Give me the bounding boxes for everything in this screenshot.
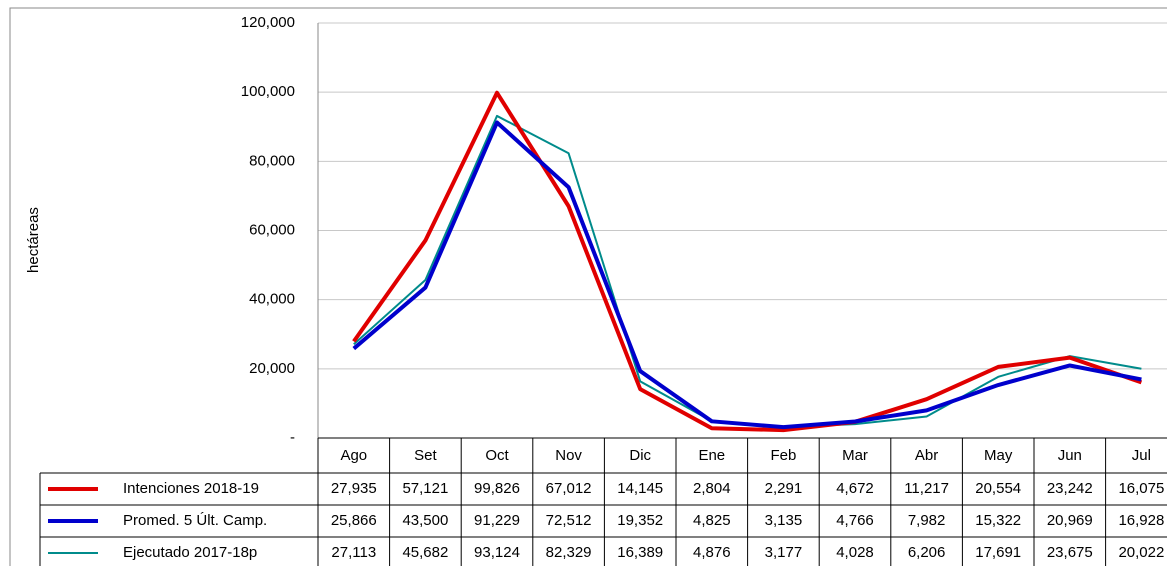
data-label: 4,028 bbox=[836, 544, 874, 561]
data-label: 82,329 bbox=[546, 544, 592, 561]
data-label: 3,135 bbox=[765, 512, 803, 529]
x-tick-label: May bbox=[984, 447, 1013, 464]
y-tick-label: - bbox=[290, 429, 295, 446]
x-tick-label: Feb bbox=[770, 447, 796, 464]
data-label: 16,075 bbox=[1118, 480, 1164, 497]
frame bbox=[9, 7, 1167, 566]
data-label: 23,675 bbox=[1047, 544, 1093, 561]
y-tick-label: 80,000 bbox=[249, 152, 295, 169]
x-tick-label: Oct bbox=[485, 447, 509, 464]
x-tick-label: Ago bbox=[340, 447, 367, 464]
data-label: 14,145 bbox=[617, 480, 663, 497]
series-line bbox=[352, 120, 1142, 430]
data-label: 2,804 bbox=[693, 480, 731, 497]
data-label: 17,691 bbox=[975, 544, 1021, 561]
y-tick-label: 100,000 bbox=[241, 83, 295, 100]
data-label: 20,969 bbox=[1047, 512, 1093, 529]
x-tick-label: Nov bbox=[555, 447, 582, 464]
x-tick-label: Dic bbox=[629, 447, 651, 464]
data-label: 20,022 bbox=[1118, 544, 1164, 561]
data-label: 3,177 bbox=[765, 544, 803, 561]
x-tick-label: Mar bbox=[842, 447, 868, 464]
data-label: 27,113 bbox=[331, 544, 376, 561]
data-label: 15,322 bbox=[975, 512, 1021, 529]
y-axis-label: hectáreas bbox=[25, 207, 42, 273]
series-line bbox=[352, 90, 1143, 433]
data-label: 72,512 bbox=[546, 512, 592, 529]
data-label: 6,206 bbox=[908, 544, 946, 561]
data-label: 43,500 bbox=[402, 512, 448, 529]
data-label: 23,242 bbox=[1047, 480, 1093, 497]
legend-label: Intenciones 2018-19 bbox=[123, 480, 259, 497]
legend-label: Ejecutado 2017-18p bbox=[123, 544, 257, 561]
data-label: 91,229 bbox=[474, 512, 520, 529]
data-label: 27,935 bbox=[331, 480, 377, 497]
y-tick-label: 40,000 bbox=[249, 291, 295, 308]
y-tick-label: 20,000 bbox=[249, 360, 295, 377]
data-label: 2,291 bbox=[765, 480, 803, 497]
x-tick-label: Ene bbox=[698, 447, 725, 464]
data-label: 25,866 bbox=[331, 512, 377, 529]
data-label: 45,682 bbox=[402, 544, 448, 561]
data-label: 4,766 bbox=[836, 512, 874, 529]
x-tick-label: Jul bbox=[1132, 447, 1151, 464]
data-label: 57,121 bbox=[402, 480, 448, 497]
data-label: 7,982 bbox=[908, 512, 946, 529]
data-label: 93,124 bbox=[474, 544, 520, 561]
data-label: 4,876 bbox=[693, 544, 731, 561]
data-label: 4,672 bbox=[836, 480, 874, 497]
legend-label: Promed. 5 Últ. Camp. bbox=[123, 512, 267, 529]
y-tick-label: 60,000 bbox=[249, 221, 295, 238]
data-label: 4,825 bbox=[693, 512, 731, 529]
y-tick-label: 120,000 bbox=[241, 14, 295, 31]
x-tick-label: Jun bbox=[1058, 447, 1082, 464]
data-label: 16,389 bbox=[617, 544, 663, 561]
x-tick-label: Set bbox=[414, 447, 437, 464]
data-label: 99,826 bbox=[474, 480, 520, 497]
data-label: 11,217 bbox=[904, 480, 949, 497]
series-line bbox=[353, 114, 1142, 429]
x-tick-label: Abr bbox=[915, 447, 938, 464]
data-label: 67,012 bbox=[546, 480, 592, 497]
data-label: 16,928 bbox=[1118, 512, 1164, 529]
data-label: 20,554 bbox=[975, 480, 1021, 497]
data-label: 19,352 bbox=[617, 512, 663, 529]
